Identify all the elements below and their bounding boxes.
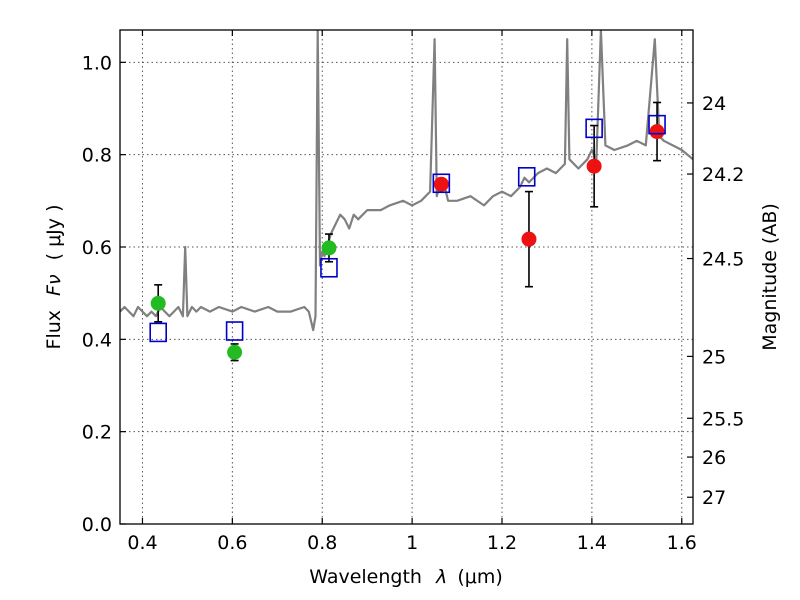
y2-axis-label: Magnitude (AB) <box>759 203 781 351</box>
grid <box>120 30 693 524</box>
data-point-circle <box>586 158 602 174</box>
y-tick-label-0: 0.0 <box>82 514 112 536</box>
x-tick-label-2: 0.8 <box>307 532 337 554</box>
data-point-circle <box>227 344 243 360</box>
y2-tick-label-0: 24 <box>702 93 726 115</box>
model-square <box>149 322 167 343</box>
y-tick-label-1: 0.2 <box>82 422 112 444</box>
y2-tick-label-1: 24.2 <box>702 164 744 186</box>
y2-tick-label-4: 25.5 <box>702 408 744 430</box>
x-axis-label-prefix: Wavelength <box>309 566 422 588</box>
x-tick-label-1: 0.6 <box>217 532 247 554</box>
y-axis-label-symbol: Fν <box>43 274 65 296</box>
model-square <box>225 321 244 341</box>
data-point-circle <box>649 124 665 140</box>
y-axis-label-unit: ( μJy ) <box>43 205 65 261</box>
model-square <box>320 257 338 278</box>
model-square <box>432 173 451 194</box>
data-point-circle <box>150 295 166 311</box>
y-tick-label-3: 0.6 <box>82 237 112 259</box>
ticks: 0.4 0.6 0.8 1 1.2 1.4 1.6 0.0 0.2 0.4 0.6 0.8 1.0 24 2… <box>82 30 744 554</box>
x-axis-label-unit: (μm) <box>457 566 502 588</box>
x-tick-label-5: 1.4 <box>577 532 607 554</box>
y2-tick-label-5: 26 <box>702 447 726 469</box>
model-square <box>585 118 603 139</box>
spectrum-line <box>120 30 693 332</box>
y-axis-label-prefix: Flux <box>43 310 65 350</box>
y-axis-label: Flux Fν ( μJy ) <box>43 205 65 350</box>
x-axis-label-symbol: λ <box>435 566 447 588</box>
plot-frame <box>119 29 694 525</box>
x-tick-label-6: 1.6 <box>667 532 697 554</box>
data-point-circle <box>521 231 537 247</box>
x-axis-label: Wavelength λ (μm) <box>309 566 502 588</box>
data-point-circle <box>433 176 449 192</box>
x-tick-label-4: 1.2 <box>487 532 517 554</box>
data-point-circle <box>321 240 337 256</box>
x-tick-label-0: 0.4 <box>127 532 157 554</box>
y-tick-label-2: 0.4 <box>82 329 112 351</box>
x-tick-label-3: 1 <box>406 532 418 554</box>
y2-tick-label-6: 27 <box>702 487 726 509</box>
y-tick-label-5: 1.0 <box>82 52 112 74</box>
y-tick-label-4: 0.8 <box>82 145 112 167</box>
plot-area <box>120 30 693 362</box>
y2-tick-label-2: 24.5 <box>702 249 744 271</box>
y2-tick-label-3: 25 <box>702 346 726 368</box>
model-square <box>517 167 536 187</box>
model-square <box>648 114 666 135</box>
